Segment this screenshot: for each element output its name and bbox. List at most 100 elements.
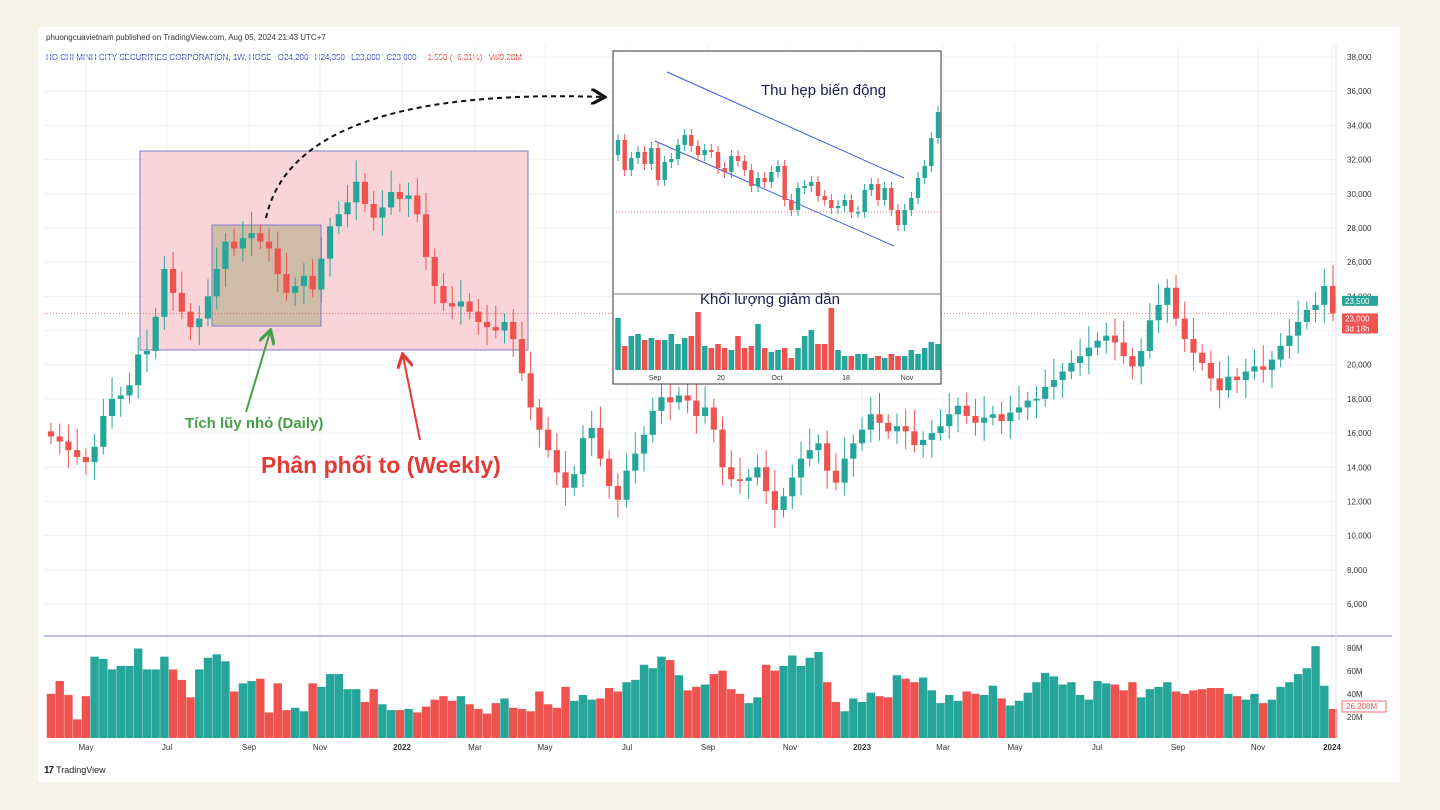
volume-bar: [901, 678, 910, 738]
distribution-label: Phân phối to (Weekly): [261, 452, 501, 478]
candle-body: [902, 426, 909, 432]
inset-candle-body: [809, 182, 814, 186]
inset-volume-bar: [775, 350, 781, 370]
volume-bar: [1302, 668, 1312, 738]
volume-bar: [1171, 691, 1181, 738]
inset-volume-bar: [868, 358, 875, 370]
inset-candle-body: [749, 170, 754, 186]
inset-candle-body: [929, 138, 934, 166]
inset-x-tick-label: Sep: [649, 375, 662, 382]
volume-bar: [1014, 700, 1024, 738]
candle-body: [457, 301, 464, 307]
inset-candle-body: [722, 168, 727, 172]
x-tick-label: Nov: [313, 743, 327, 752]
candle-body: [1155, 304, 1162, 321]
volume-bar: [99, 658, 108, 738]
candle-body: [771, 491, 778, 510]
inset-volume-bar: [828, 308, 835, 370]
inset-volume-bar: [675, 344, 681, 370]
candle-body: [684, 395, 691, 401]
candle-body: [972, 415, 979, 423]
volume-bar: [997, 698, 1006, 738]
y-tick-label: 38,000: [1347, 53, 1372, 62]
volume-bar: [953, 700, 963, 738]
tradingview-logo: 17 TradingView: [44, 765, 106, 776]
candle-body: [1076, 356, 1084, 363]
candle-body: [1164, 287, 1171, 305]
candle-body: [1042, 386, 1049, 399]
volume-bar: [578, 694, 588, 738]
candle-body: [1216, 378, 1223, 391]
volume-bar: [910, 682, 919, 738]
price-tag-label: 3d 18h: [1345, 324, 1369, 333]
candle-body: [1312, 304, 1319, 310]
volume-bar: [308, 683, 317, 738]
inset-volume-bar: [808, 330, 815, 370]
accumulation-arrow: [245, 332, 270, 413]
candle-body: [483, 321, 491, 328]
inset-volume-bar: [875, 356, 881, 370]
candle-body: [143, 351, 151, 355]
inset-candle-body: [735, 156, 741, 161]
y-tick-label: 30,000: [1347, 190, 1372, 199]
volume-bar: [692, 686, 701, 738]
candle-body: [239, 238, 246, 249]
inset-volume-bar: [728, 350, 735, 370]
volume-bar: [1075, 694, 1085, 738]
volume-bar: [430, 699, 439, 738]
inset-candle-body: [829, 200, 834, 208]
candle-body: [161, 268, 168, 317]
volume-bar: [962, 691, 971, 738]
volume-bar: [988, 685, 998, 738]
x-tick-label: Nov: [783, 743, 797, 752]
inset-volume-bar: [755, 324, 761, 370]
volume-bar: [282, 710, 291, 738]
inset-volume-bar: [695, 312, 701, 370]
volume-bar: [718, 670, 727, 738]
candle-body: [1085, 347, 1092, 357]
candle-body: [1242, 371, 1249, 381]
candle-body: [885, 422, 892, 432]
candle-body: [763, 467, 770, 492]
inset-volume-bar: [821, 344, 828, 370]
inset-candle-body: [769, 172, 774, 182]
inset-volume-bar: [628, 336, 635, 370]
inset-volume-bar: [668, 334, 675, 370]
inset-volume-bar: [688, 336, 695, 370]
candle-body: [326, 226, 334, 259]
volume-bar: [360, 701, 370, 738]
inset-candle-body: [689, 135, 694, 146]
accumulation-box: [211, 224, 322, 327]
x-tick-label: Sep: [242, 743, 257, 752]
volume-bar: [674, 675, 684, 738]
inset-volume-bar: [895, 356, 901, 370]
candle-body: [1277, 345, 1284, 360]
dashed-arrow: [265, 96, 603, 219]
inset-volume-bar: [795, 348, 801, 370]
candle-body: [187, 311, 194, 328]
volume-tick-label: 80M: [1347, 644, 1363, 653]
volume-bar: [665, 660, 675, 738]
volume-bar: [299, 711, 309, 738]
volume-bar: [273, 683, 282, 738]
candle-body: [571, 474, 578, 488]
inset-volume-bar: [708, 348, 715, 370]
candle-body: [710, 407, 717, 430]
inset-candle-body: [729, 156, 734, 172]
candle-body: [998, 414, 1005, 422]
tradingview-brand: TradingView: [56, 765, 106, 775]
volume-bar: [107, 669, 117, 738]
candle-body: [300, 275, 308, 287]
volume-bar: [509, 707, 518, 738]
volume-bar: [413, 712, 422, 738]
candle-body: [527, 373, 534, 408]
inset-candle-body: [909, 198, 914, 210]
publisher-line: phuongcuavietnam published on TradingVie…: [46, 33, 326, 42]
inset-volume-bar: [861, 354, 868, 370]
candle-body: [824, 443, 831, 471]
candle-body: [492, 327, 499, 331]
candle-body: [623, 470, 630, 500]
volume-bar: [657, 656, 666, 738]
inset-volume-bar: [901, 356, 908, 370]
